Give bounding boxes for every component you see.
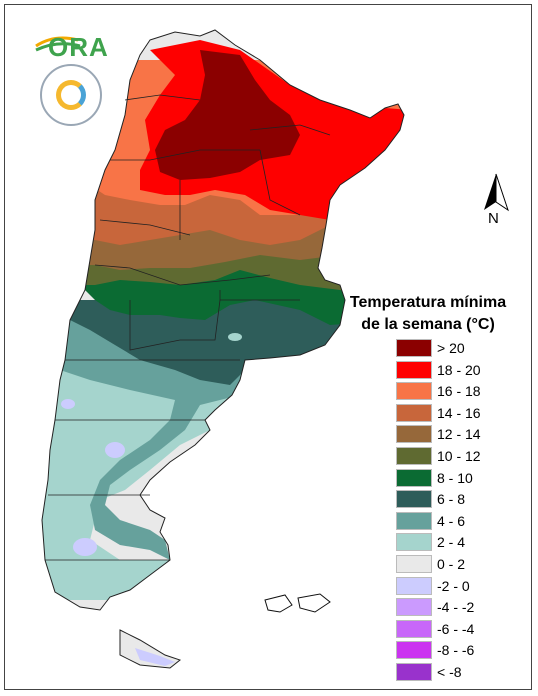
legend-item-label: > 20 bbox=[437, 340, 465, 356]
legend-swatch bbox=[396, 598, 432, 617]
smn-seal-emblem-icon bbox=[56, 80, 86, 110]
legend-item-label: -8 - -6 bbox=[437, 642, 475, 659]
temperature-legend: Temperatura mínima de la semana (°C) > 2… bbox=[338, 292, 528, 681]
legend-item-label: -4 - -2 bbox=[437, 599, 475, 616]
legend-title-line2: de la semana (°C) bbox=[361, 316, 495, 333]
smn-seal-logo bbox=[40, 64, 102, 126]
legend-item-label: 18 - 20 bbox=[437, 361, 481, 378]
legend-item-label: < -8 bbox=[437, 663, 462, 680]
legend-swatch bbox=[396, 576, 432, 595]
legend-swatch bbox=[396, 554, 432, 573]
legend-swatch bbox=[396, 619, 432, 638]
legend-swatch bbox=[396, 360, 432, 379]
ora-logo-text: ORA bbox=[48, 32, 109, 62]
legend-swatch bbox=[396, 425, 432, 444]
legend-title: Temperatura mínima de la semana (°C) bbox=[338, 292, 518, 336]
ora-logo-arc-icon bbox=[35, 36, 81, 52]
legend-item-label: 2 - 4 bbox=[437, 534, 466, 551]
legend-item-label: 14 - 16 bbox=[437, 404, 481, 421]
legend-swatch bbox=[396, 533, 432, 552]
legend-item-label: 16 - 18 bbox=[437, 383, 481, 400]
legend-item-label: 10 - 12 bbox=[437, 447, 481, 464]
legend-swatch bbox=[396, 641, 432, 660]
tierra-del-fuego bbox=[119, 629, 182, 669]
legend-item-label: -6 - -4 bbox=[437, 620, 475, 637]
legend-item-label: 6 - 8 bbox=[437, 491, 466, 508]
legend-swatch bbox=[396, 511, 432, 530]
legend-swatch bbox=[396, 490, 432, 509]
north-arrow: N bbox=[480, 172, 512, 232]
ora-logo: ORA bbox=[34, 30, 108, 62]
north-arrow-label: N bbox=[488, 210, 499, 227]
legend-item-label: 4 - 6 bbox=[437, 512, 466, 529]
legend-title-line1: Temperatura mínima bbox=[349, 294, 507, 311]
legend-item-label: 0 - 2 bbox=[437, 555, 466, 572]
legend-swatch bbox=[396, 662, 432, 681]
north-arrow-icon bbox=[484, 173, 509, 212]
legend-swatch bbox=[396, 446, 432, 465]
legend-item-label: -2 - 0 bbox=[437, 577, 470, 594]
legend-swatch bbox=[396, 339, 432, 357]
legend-item-label: 12 - 14 bbox=[437, 426, 481, 443]
province-borders bbox=[45, 94, 331, 561]
map-frame bbox=[4, 4, 532, 690]
legend-swatch bbox=[396, 468, 432, 487]
legend-swatch bbox=[396, 382, 432, 401]
legend-item-label: 8 - 10 bbox=[437, 469, 473, 486]
legend-swatch bbox=[396, 403, 432, 422]
falkland-islands bbox=[264, 593, 331, 613]
